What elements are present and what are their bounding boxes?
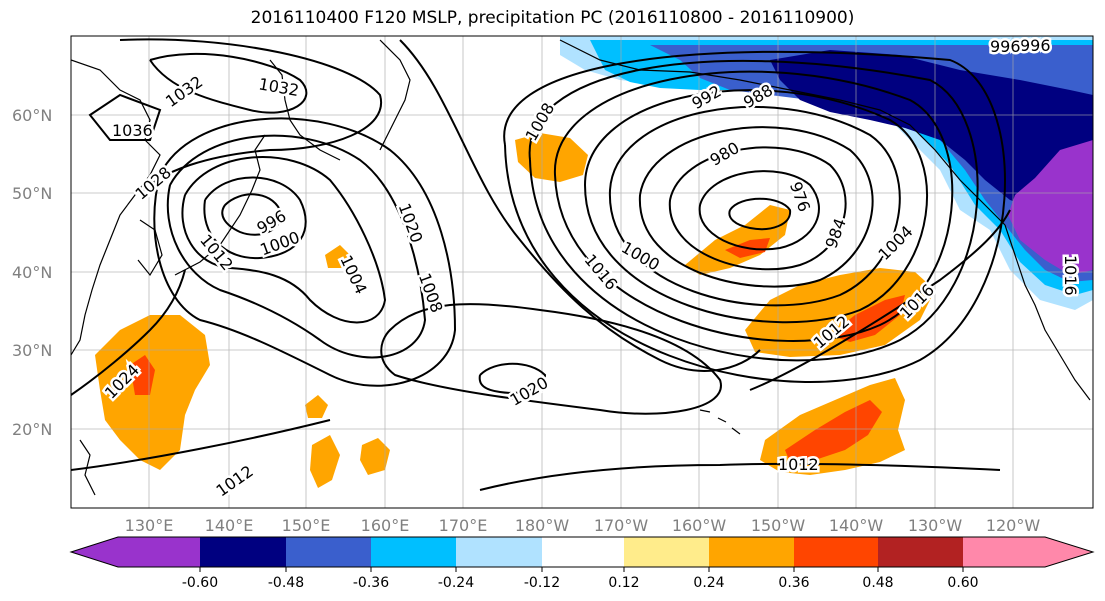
precip-region-frontal-band-core bbox=[830, 295, 905, 342]
isobar-label: 996 bbox=[990, 37, 1021, 56]
isobar-aleutian-984 bbox=[668, 146, 847, 271]
lon-tick-label: 120°W bbox=[986, 516, 1041, 535]
lon-tick-label: 160°W bbox=[672, 516, 727, 535]
colorbar-tick-label: -0.36 bbox=[353, 575, 389, 591]
isobar-1036 bbox=[88, 93, 162, 141]
lat-tick-label: 60°N bbox=[12, 106, 52, 125]
isobar-aleutian-988 bbox=[638, 126, 874, 288]
colorbar-swatch bbox=[542, 537, 624, 567]
precip-region-small-cell-2 bbox=[310, 435, 340, 488]
precip-region-aleutian bbox=[515, 133, 588, 182]
isobar-1020-small bbox=[478, 362, 547, 394]
isobar-1032 bbox=[149, 52, 308, 114]
isobar-aleutian-1004 bbox=[528, 59, 979, 362]
colorbar-swatch bbox=[963, 537, 1093, 567]
lat-tick-label: 30°N bbox=[12, 341, 52, 360]
coastline-philippines bbox=[79, 439, 96, 496]
colorbar-outline bbox=[69, 536, 1095, 568]
isobar-aleutian-992 bbox=[608, 106, 901, 307]
isobar-low-996 bbox=[221, 193, 282, 236]
isobar-label: 1012 bbox=[778, 455, 819, 474]
colorbar-tick-label: -0.24 bbox=[438, 575, 474, 591]
coastline-sakhalin-kuril bbox=[269, 59, 341, 161]
colorbar-swatch bbox=[624, 537, 709, 567]
isobar-1008-west bbox=[166, 134, 427, 359]
latitude-labels: 60°N 50°N 40°N 30°N 20°N bbox=[12, 106, 52, 439]
colorbar-ticks bbox=[199, 567, 964, 572]
coastline-asia-mainland bbox=[71, 59, 161, 356]
colorbar-swatch bbox=[794, 537, 878, 567]
lon-tick-label: 140°W bbox=[829, 516, 884, 535]
coastline-north-america bbox=[1004, 224, 1091, 401]
lon-tick-label: 180°W bbox=[515, 516, 570, 535]
colorbar-swatch bbox=[71, 537, 200, 567]
isobar-1012-south bbox=[71, 419, 1001, 491]
precip-region-small-cell-1 bbox=[305, 395, 328, 418]
colorbar-swatch bbox=[709, 537, 794, 567]
isobar-1024-west bbox=[71, 269, 186, 396]
isobar-1016-central bbox=[399, 39, 761, 372]
colorbar-tick-label: 0.60 bbox=[947, 575, 978, 591]
map-plot-area bbox=[71, 36, 1093, 508]
isobar-aleutian-1008 bbox=[503, 50, 1006, 383]
isobar-aleutian-1000 bbox=[553, 70, 954, 342]
colorbar-swatch bbox=[200, 537, 286, 567]
isobar-aleutian-996 bbox=[584, 89, 929, 324]
colorbar-swatch bbox=[878, 537, 963, 567]
lon-tick-label: 140°E bbox=[205, 516, 254, 535]
isobar-aleutian-980 bbox=[698, 170, 820, 251]
colorbar-tick-label: 0.36 bbox=[778, 575, 809, 591]
colorbar: -0.60 -0.48 -0.36 -0.24 -0.12 0.12 0.24 … bbox=[69, 536, 1095, 591]
colorbar-swatch bbox=[371, 537, 456, 567]
isobar-label: 1036 bbox=[112, 121, 153, 140]
lat-tick-label: 20°N bbox=[12, 420, 52, 439]
lon-tick-label: 130°W bbox=[908, 516, 963, 535]
longitude-labels: 130°E 140°E 150°E 160°E 170°E 180°W 170°… bbox=[125, 516, 1041, 535]
map-frame bbox=[70, 35, 1094, 509]
isobar-low-1004 bbox=[181, 156, 387, 324]
precip-shading bbox=[95, 36, 1093, 488]
lon-tick-label: 150°E bbox=[282, 516, 331, 535]
isobar-1028 bbox=[119, 38, 383, 196]
colorbar-tick-label: 0.48 bbox=[862, 575, 893, 591]
colorbar-tick-label: 0.12 bbox=[608, 575, 639, 591]
isobar-low-1000 bbox=[203, 176, 307, 260]
precip-region-coast-purple bbox=[1008, 140, 1093, 275]
coastline-kamchatka bbox=[379, 39, 411, 151]
colorbar-swatch bbox=[286, 537, 371, 567]
lat-tick-label: 40°N bbox=[12, 263, 52, 282]
isobar-1020-central bbox=[380, 303, 722, 415]
precip-region-subtropical-core bbox=[785, 400, 882, 462]
isobars bbox=[71, 38, 1011, 491]
precip-region-small-cell-4 bbox=[325, 245, 350, 268]
graticule bbox=[71, 36, 1093, 508]
colorbar-tick-label: -0.48 bbox=[268, 575, 304, 591]
isobar-label: 1016 bbox=[1061, 255, 1080, 296]
isobar-aleutian-976 bbox=[728, 197, 792, 230]
lon-tick-label: 150°W bbox=[751, 516, 806, 535]
lon-tick-label: 170°W bbox=[594, 516, 649, 535]
lat-tick-label: 50°N bbox=[12, 184, 52, 203]
precip-region-small-cell-3 bbox=[360, 438, 390, 475]
isobar-1012-west bbox=[153, 117, 457, 387]
colorbar-swatch bbox=[456, 537, 542, 567]
colorbar-tick-label: -0.60 bbox=[182, 575, 218, 591]
coastline-korea bbox=[137, 219, 163, 277]
colorbar-tick-label: -0.12 bbox=[524, 575, 560, 591]
lon-tick-label: 130°E bbox=[125, 516, 174, 535]
isobar-1016-east bbox=[749, 209, 1011, 391]
colorbar-tick-label: 0.24 bbox=[693, 575, 724, 591]
lon-tick-label: 170°E bbox=[439, 516, 488, 535]
lon-tick-label: 160°E bbox=[361, 516, 410, 535]
isobar-label: 996 bbox=[1020, 36, 1051, 55]
figure-title: 2016110400 F120 MSLP, precipitation PC (… bbox=[250, 8, 855, 28]
coastline-hawaii bbox=[699, 409, 741, 435]
precip-region-gulf-navy bbox=[770, 50, 1093, 220]
